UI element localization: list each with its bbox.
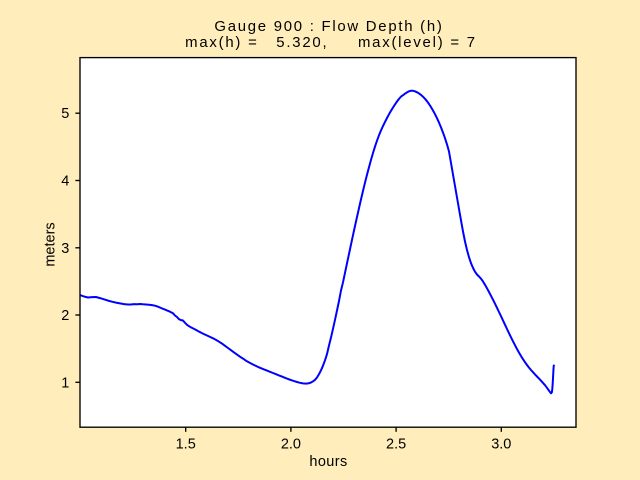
svg-text:1.5: 1.5 [176, 437, 196, 453]
svg-text:Gauge 900 : Flow Depth (h): Gauge 900 : Flow Depth (h) [214, 19, 443, 35]
svg-text:2: 2 [61, 308, 69, 324]
svg-text:2.0: 2.0 [281, 437, 301, 453]
svg-text:2.5: 2.5 [386, 437, 406, 453]
svg-text:5: 5 [61, 106, 69, 122]
svg-text:hours: hours [309, 454, 347, 470]
svg-text:meters: meters [42, 222, 58, 266]
svg-text:3.0: 3.0 [491, 437, 511, 453]
svg-text:3: 3 [61, 241, 69, 257]
svg-text:4: 4 [61, 174, 69, 190]
svg-text:1: 1 [61, 375, 69, 391]
svg-text:max(h) = 5.320, max(leve: max(h) = 5.320, max(level) = 7 [185, 35, 477, 51]
